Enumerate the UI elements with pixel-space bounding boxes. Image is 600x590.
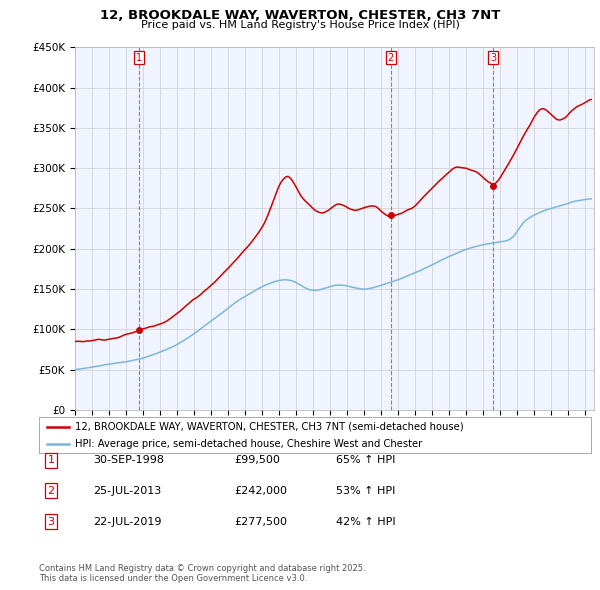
Text: 1: 1 <box>47 455 55 465</box>
Text: 1: 1 <box>136 53 142 63</box>
Text: Price paid vs. HM Land Registry's House Price Index (HPI): Price paid vs. HM Land Registry's House … <box>140 20 460 30</box>
Text: 22-JUL-2019: 22-JUL-2019 <box>93 517 161 526</box>
Text: £277,500: £277,500 <box>234 517 287 526</box>
Text: 30-SEP-1998: 30-SEP-1998 <box>93 455 164 465</box>
Text: 2: 2 <box>388 53 394 63</box>
Text: 3: 3 <box>47 517 55 526</box>
Text: 12, BROOKDALE WAY, WAVERTON, CHESTER, CH3 7NT (semi-detached house): 12, BROOKDALE WAY, WAVERTON, CHESTER, CH… <box>75 422 464 432</box>
Text: £242,000: £242,000 <box>234 486 287 496</box>
Text: 53% ↑ HPI: 53% ↑ HPI <box>336 486 395 496</box>
Text: £99,500: £99,500 <box>234 455 280 465</box>
Text: 3: 3 <box>490 53 496 63</box>
Text: 2: 2 <box>47 486 55 496</box>
Text: 25-JUL-2013: 25-JUL-2013 <box>93 486 161 496</box>
Text: 12, BROOKDALE WAY, WAVERTON, CHESTER, CH3 7NT: 12, BROOKDALE WAY, WAVERTON, CHESTER, CH… <box>100 9 500 22</box>
Text: 42% ↑ HPI: 42% ↑ HPI <box>336 517 395 526</box>
Text: HPI: Average price, semi-detached house, Cheshire West and Chester: HPI: Average price, semi-detached house,… <box>75 439 422 449</box>
Text: Contains HM Land Registry data © Crown copyright and database right 2025.
This d: Contains HM Land Registry data © Crown c… <box>39 563 365 583</box>
Text: 65% ↑ HPI: 65% ↑ HPI <box>336 455 395 465</box>
